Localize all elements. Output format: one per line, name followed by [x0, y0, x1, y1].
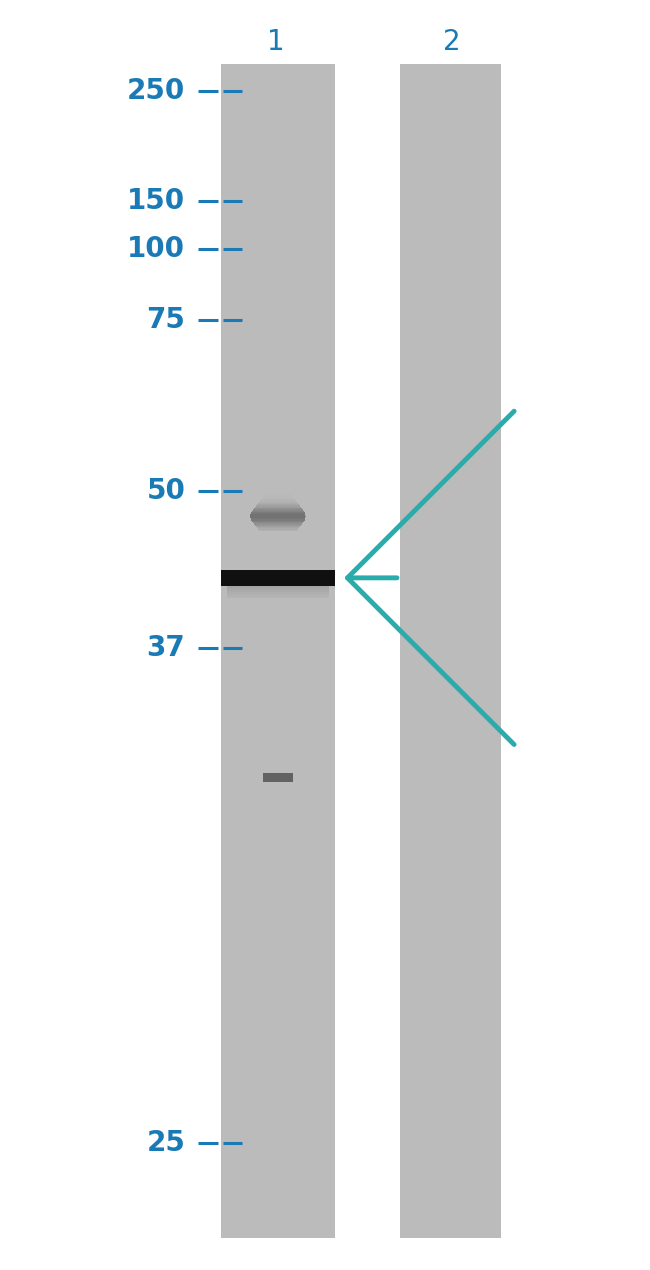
- Bar: [261, 499, 294, 500]
- Bar: [250, 516, 306, 517]
- Text: 150: 150: [127, 187, 185, 215]
- Bar: [227, 587, 329, 588]
- Text: 37: 37: [146, 634, 185, 662]
- Text: 250: 250: [127, 77, 185, 105]
- Bar: [251, 513, 305, 514]
- Bar: [253, 522, 303, 523]
- Bar: [252, 521, 304, 522]
- Bar: [266, 481, 289, 483]
- Bar: [263, 772, 292, 781]
- Bar: [258, 503, 298, 504]
- Bar: [227, 591, 329, 592]
- Bar: [255, 505, 300, 507]
- Bar: [250, 514, 306, 516]
- Bar: [227, 596, 329, 597]
- Bar: [221, 64, 335, 1238]
- Text: 100: 100: [127, 235, 185, 263]
- Bar: [266, 485, 289, 486]
- Bar: [266, 488, 290, 489]
- Bar: [259, 530, 296, 531]
- Text: 1: 1: [267, 28, 285, 56]
- Bar: [258, 528, 298, 530]
- Bar: [254, 508, 302, 509]
- Bar: [227, 593, 329, 596]
- Bar: [253, 509, 303, 511]
- Bar: [254, 523, 302, 525]
- Text: 2: 2: [443, 28, 461, 56]
- Bar: [263, 495, 292, 497]
- Bar: [266, 489, 290, 490]
- Bar: [400, 64, 500, 1238]
- Bar: [251, 512, 305, 513]
- Bar: [227, 592, 329, 593]
- Bar: [263, 497, 293, 498]
- Bar: [266, 484, 289, 485]
- Bar: [265, 490, 291, 491]
- Text: 25: 25: [146, 1129, 185, 1157]
- Bar: [227, 597, 329, 598]
- Bar: [262, 498, 294, 499]
- Bar: [257, 527, 299, 528]
- Bar: [260, 500, 296, 502]
- Bar: [255, 526, 300, 527]
- Text: 50: 50: [146, 478, 185, 505]
- Bar: [251, 518, 305, 519]
- Bar: [266, 483, 289, 484]
- Bar: [227, 588, 329, 589]
- Text: 75: 75: [146, 306, 185, 334]
- Bar: [221, 569, 335, 587]
- Bar: [265, 493, 291, 494]
- Bar: [227, 589, 329, 591]
- Bar: [251, 519, 305, 521]
- Bar: [257, 504, 299, 505]
- Bar: [252, 511, 304, 512]
- Bar: [255, 507, 301, 508]
- Bar: [266, 480, 289, 481]
- Bar: [265, 491, 291, 493]
